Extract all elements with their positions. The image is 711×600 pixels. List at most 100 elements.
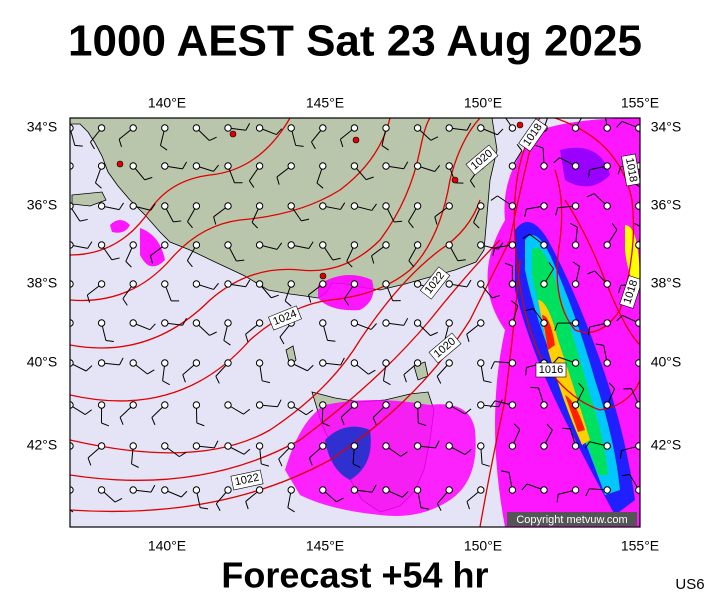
- barb-station: [571, 202, 580, 210]
- barb-station: [255, 442, 264, 450]
- barb-station: [129, 442, 137, 450]
- barb-feather: [553, 157, 560, 164]
- barb-station: [477, 442, 485, 450]
- barb-station: [508, 202, 517, 210]
- barb-feather: [187, 221, 193, 229]
- barb-feather: [236, 259, 245, 262]
- barb-feather: [122, 298, 128, 306]
- barb-station: [319, 162, 327, 170]
- barb-station: [192, 359, 201, 367]
- isobar: [70, 239, 501, 481]
- barb-station: [161, 280, 169, 288]
- barb-station: [413, 359, 422, 367]
- barb-station: [350, 280, 359, 288]
- barb-feather: [150, 484, 156, 493]
- barb-station: [192, 202, 201, 210]
- barb-feather: [434, 216, 438, 225]
- barb-station: [477, 359, 485, 367]
- barb-feather: [489, 400, 496, 408]
- barb-station: [382, 359, 390, 367]
- isobar-label: 1022: [230, 469, 264, 491]
- barb-station: [540, 319, 548, 327]
- barb-feather: [295, 144, 304, 147]
- barb-station: [635, 401, 640, 409]
- lat-label: 42°S: [27, 437, 58, 453]
- barb-station: [287, 401, 295, 409]
- barb-feather: [511, 300, 519, 307]
- barb-station: [319, 241, 327, 249]
- barb-feather: [383, 380, 391, 386]
- barb-feather: [525, 367, 528, 376]
- barb-feather: [554, 322, 559, 331]
- barb-feather: [403, 161, 409, 169]
- barb-feather: [160, 145, 168, 151]
- barb-station: [350, 359, 359, 367]
- barb-feather: [287, 507, 295, 513]
- barb-station: [319, 202, 327, 210]
- barb-station: [635, 124, 640, 132]
- barb-station: [287, 241, 295, 249]
- barb-feather: [556, 494, 559, 503]
- label-box: [619, 275, 640, 309]
- barb-station: [255, 319, 264, 327]
- barb-station: [413, 486, 422, 494]
- isobar-labels: 1024 1022 1022 1020 1020 1018 1018 1018 …: [230, 118, 640, 491]
- barb-feather: [371, 255, 375, 264]
- barb-feather: [131, 463, 139, 468]
- barb-station: [319, 486, 327, 494]
- barb-feather: [483, 380, 492, 383]
- barb-station: [382, 442, 390, 450]
- label-box: [428, 332, 462, 364]
- barb-feather: [524, 209, 527, 218]
- barb-feather: [340, 417, 345, 425]
- barb-feather: [74, 144, 83, 147]
- barb-station: [192, 280, 201, 288]
- barb-station: [161, 202, 169, 210]
- barb-station: [192, 241, 201, 249]
- barb-station: [224, 124, 232, 132]
- barb-station: [161, 124, 169, 132]
- barb-station: [224, 162, 232, 170]
- barb-feather: [572, 261, 580, 267]
- barb-station: [129, 401, 137, 409]
- barb-feather: [618, 285, 622, 294]
- barb-feather: [372, 417, 377, 426]
- barb-feather: [490, 195, 498, 201]
- isobar: [70, 199, 481, 454]
- barb-feather: [497, 128, 504, 136]
- barb-feather: [336, 497, 344, 503]
- barb-feather: [619, 450, 622, 459]
- barb-feather: [308, 241, 314, 249]
- barb-feather: [213, 164, 219, 172]
- barb-feather: [90, 141, 95, 150]
- barb-station: [477, 401, 485, 409]
- barb-feather: [621, 473, 630, 477]
- barb-station: [161, 359, 169, 367]
- barb-feather: [275, 128, 283, 135]
- barb-station: [477, 486, 485, 494]
- barb-feather: [311, 141, 316, 150]
- barb-feather: [215, 376, 220, 384]
- barb-feather: [466, 334, 470, 342]
- barb-feather: [162, 380, 170, 386]
- city-dot: [229, 130, 237, 138]
- barb-feather: [340, 357, 345, 366]
- barb-station: [603, 319, 611, 327]
- barb-station: [97, 280, 106, 288]
- barb-station: [255, 202, 264, 210]
- barb-feather: [179, 451, 187, 458]
- barb-station: [571, 442, 580, 450]
- barb-feather: [492, 247, 496, 256]
- barb-station: [161, 486, 169, 494]
- barb-station: [319, 280, 327, 288]
- barb-station: [382, 280, 390, 288]
- barb-feather: [352, 463, 361, 468]
- barb-station: [350, 202, 359, 210]
- isobar: [479, 259, 521, 527]
- city-dot: [319, 272, 327, 280]
- barb-feather: [84, 409, 92, 415]
- barb-feather: [245, 501, 249, 510]
- lat-label: 34°S: [27, 119, 58, 135]
- label-box: [621, 153, 640, 187]
- label-box: [419, 266, 451, 300]
